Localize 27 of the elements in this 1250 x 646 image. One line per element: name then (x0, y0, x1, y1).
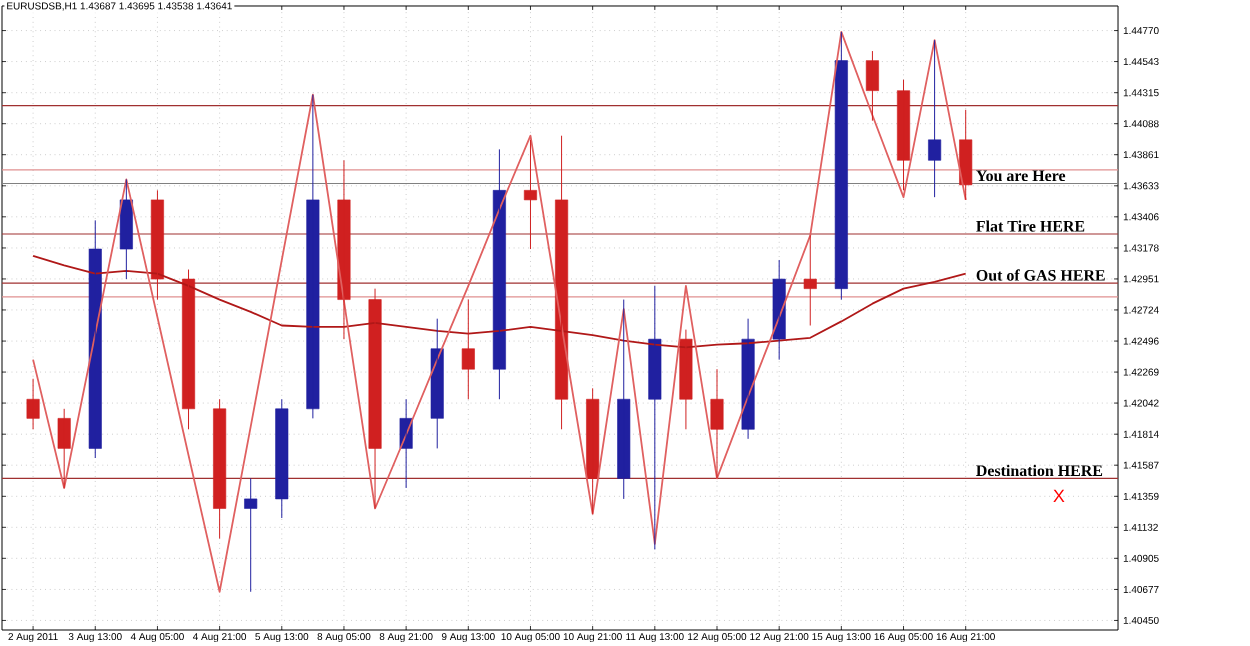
candlestick (275, 398, 289, 519)
candlestick (26, 378, 40, 430)
candlestick (119, 178, 133, 280)
candlestick (617, 299, 631, 500)
candlestick (213, 398, 227, 540)
candlestick (306, 94, 320, 419)
candlestick (182, 269, 196, 430)
candlestick (523, 139, 537, 250)
candlestick (772, 259, 786, 361)
candlestick (88, 219, 102, 459)
line-series (32, 31, 967, 593)
candlestick (368, 288, 382, 509)
candlestick (834, 31, 848, 301)
candlestick (710, 368, 724, 479)
candlestick (648, 285, 662, 550)
text: X (1053, 489, 1065, 503)
candlestick (586, 387, 600, 515)
candlestick (865, 50, 879, 122)
candlestick (897, 79, 911, 191)
candlestick (803, 234, 817, 327)
candlestick (928, 39, 942, 198)
candlestick (430, 318, 444, 449)
candlestick (461, 299, 475, 400)
candlestick (150, 189, 164, 301)
candlestick (244, 477, 258, 593)
candlestick (959, 109, 973, 201)
candlestick (57, 408, 71, 489)
